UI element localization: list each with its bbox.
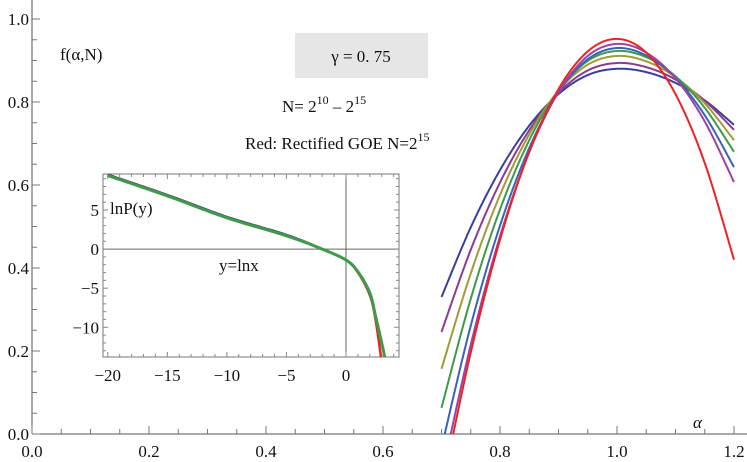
inset-x-tick-label: −10 [214, 366, 241, 385]
x-tick-label: 0.6 [372, 442, 393, 461]
x-tick-label: 0.2 [138, 442, 159, 461]
inset-series-line-2 [107, 174, 387, 359]
y-tick-label: 0.4 [8, 259, 30, 278]
x-tick-label: 0.8 [489, 442, 510, 461]
y-tick-label: 1.0 [8, 10, 29, 29]
x-tick-label: 1.2 [723, 442, 744, 461]
y-axis-label: f(α,N) [60, 45, 102, 64]
y-tick-label: 0.6 [8, 176, 29, 195]
series-line-6 [452, 37, 735, 435]
inset-axes: −20 −15 −10 −5 0 −10 −5 0 5 [72, 174, 399, 385]
inset-frame [102, 173, 400, 358]
inset-y-tick-label: −5 [81, 279, 99, 298]
inset-y-label: lnP(y) [110, 199, 153, 218]
inset-y-tick-label: 5 [91, 201, 100, 220]
series-line-3 [440, 49, 735, 409]
x-tick-label: 0.0 [21, 442, 42, 461]
inset-series [107, 173, 387, 359]
x-tick-label: 0.4 [255, 442, 277, 461]
red-note-label: Red: Rectified GOE N=215 [245, 130, 429, 153]
series-line-0 [440, 67, 735, 298]
n-range-label: N= 210 – 215 [282, 93, 366, 116]
series-line-5 [449, 42, 735, 435]
main-axes: 0.0 0.2 0.4 0.6 0.8 1.0 1.2 0.0 0.2 0.4 0.6 0.8 1.0 [8, 0, 747, 461]
main-series [440, 37, 735, 435]
inset-x-label: y=lnx [219, 256, 259, 275]
inset-x-tick-label: 0 [342, 366, 351, 385]
inset-x-tick-label: −15 [154, 366, 181, 385]
gamma-box [295, 33, 428, 78]
x-axis-label: α [693, 413, 703, 432]
series-line-4 [443, 46, 735, 435]
inset-y-tick-label: −10 [72, 318, 99, 337]
inset-x-tick-label: −5 [277, 366, 295, 385]
inset-x-tick-label: −20 [94, 366, 121, 385]
y-tick-label: 0.0 [8, 425, 29, 444]
inset-y-tick-label: 0 [91, 240, 100, 259]
gamma-label: γ = 0. 75 [330, 47, 391, 66]
x-tick-label: 1.0 [606, 442, 627, 461]
y-tick-label: 0.2 [8, 342, 29, 361]
y-tick-label: 0.8 [8, 93, 29, 112]
